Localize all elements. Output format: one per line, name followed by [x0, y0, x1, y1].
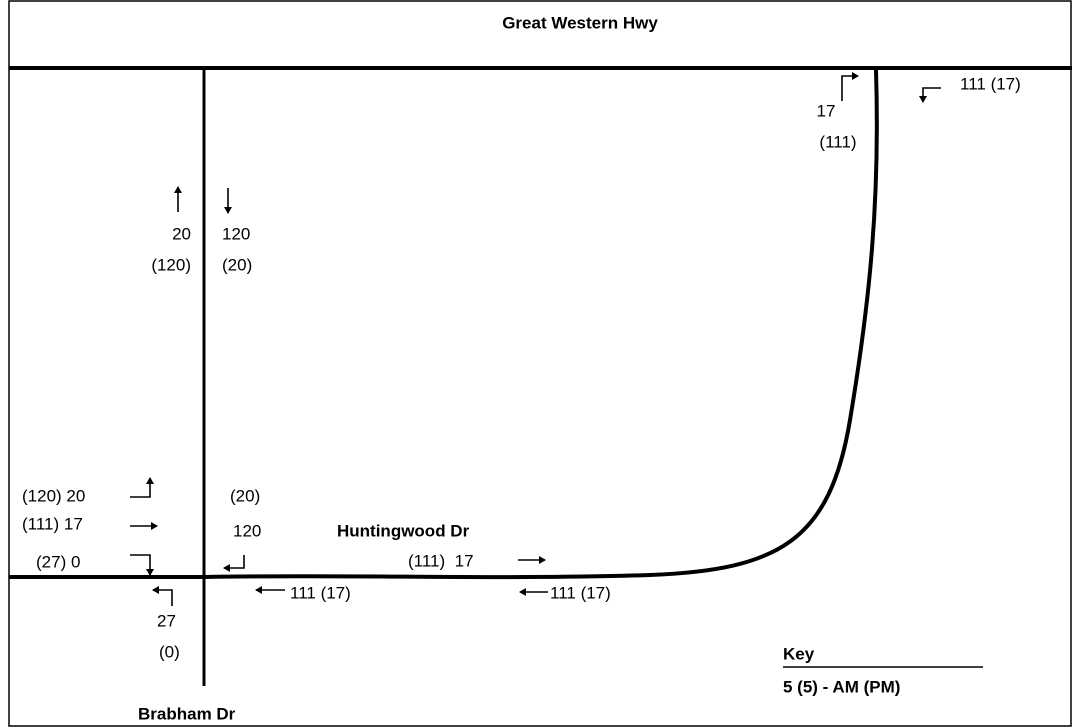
- huntingwood-dr: [9, 69, 879, 580]
- volume-label: (27) 0: [36, 552, 80, 571]
- volume-label: (20): [222, 255, 252, 274]
- volume-label: 111 (17): [290, 583, 351, 602]
- volume-label: 120: [222, 224, 250, 243]
- road-name: Brabham Dr: [138, 704, 236, 723]
- key-text: 5 (5) - AM (PM): [783, 677, 900, 696]
- frame: [8, 0, 1072, 727]
- volume-label: (120) 20: [22, 486, 85, 505]
- volume-label: 20: [172, 224, 191, 243]
- arrows: [130, 72, 941, 606]
- volume-label: (0): [159, 642, 180, 661]
- volume-labels: 111 (17) 17 (111) 20 (120) 120 (20) (120…: [22, 74, 1021, 661]
- volume-label: (120): [151, 255, 191, 274]
- volume-label: (20): [230, 486, 260, 505]
- volume-label: 17: [817, 101, 836, 120]
- volume-label: (111): [819, 132, 856, 151]
- volume-label: 111 (17): [960, 74, 1021, 93]
- key-title: Key: [783, 644, 815, 663]
- volume-label: 120: [233, 521, 261, 540]
- volume-label: (111) 17: [408, 551, 474, 570]
- volume-label: 27: [157, 611, 176, 630]
- road-name: Huntingwood Dr: [337, 521, 470, 540]
- volume-label: (111) 17: [22, 514, 83, 533]
- volume-label: 111 (17): [550, 583, 611, 602]
- road-name: Great Western Hwy: [502, 13, 658, 32]
